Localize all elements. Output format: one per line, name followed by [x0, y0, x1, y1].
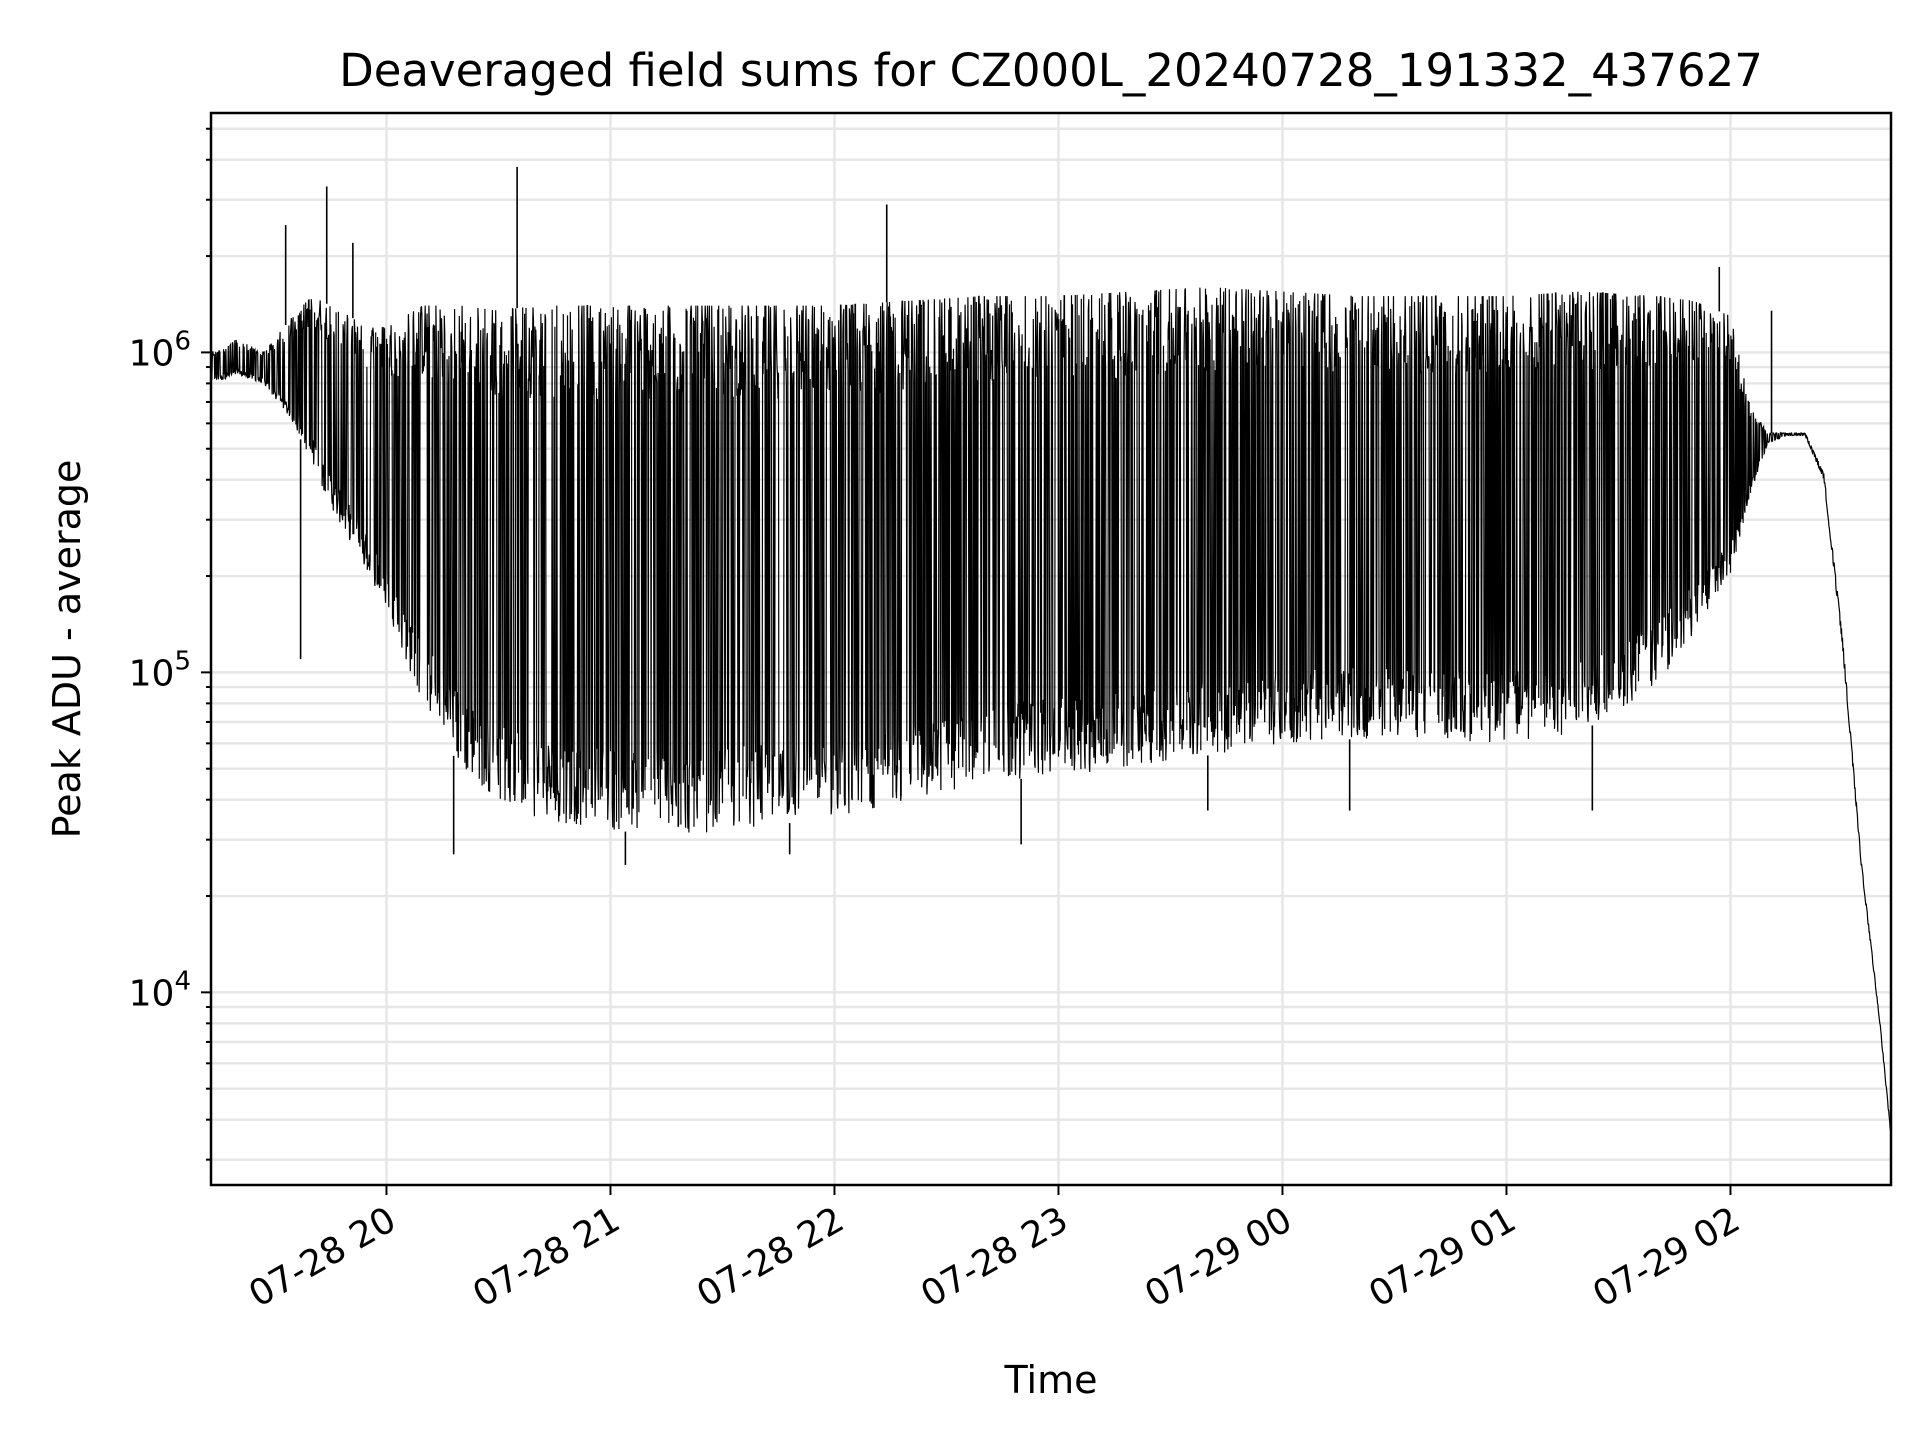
- x-axis-label: Time: [1004, 1358, 1098, 1402]
- chart-title: Deaveraged field sums for CZ000L_2024072…: [339, 44, 1763, 97]
- y-tick-label: 104: [129, 966, 191, 1014]
- series-line: [210, 287, 1892, 1139]
- plot-frame: [209, 111, 1893, 1187]
- y-axis-label: Peak ADU - average: [45, 460, 89, 839]
- series-layer: [210, 166, 1892, 1139]
- y-tick-label: 106: [129, 326, 191, 374]
- y-tick-label: 105: [129, 646, 191, 694]
